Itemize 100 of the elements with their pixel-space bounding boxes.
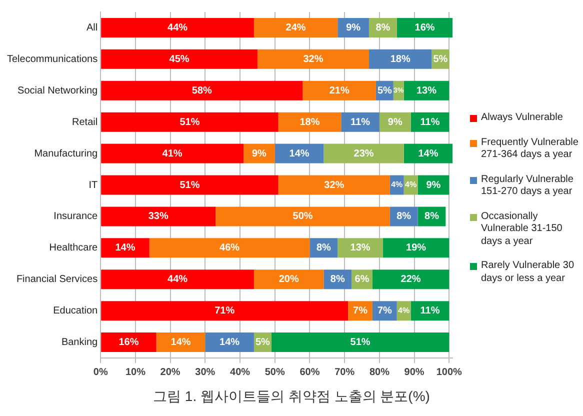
data-label: 11% [350,116,370,128]
bar [278,112,342,132]
legend-label: Frequently Vulnerable 271-364 days a year [481,136,580,162]
data-label: 11% [420,306,440,317]
data-label: 44% [168,22,188,34]
data-label: 14% [418,148,438,160]
bar [149,238,310,258]
x-tick-label: 40% [230,366,250,378]
bar [101,144,244,164]
data-label: 8% [424,211,440,222]
x-tick-label: 10% [125,366,146,378]
bar [205,332,254,352]
data-label: 16% [414,22,435,34]
data-label: 20% [278,274,299,286]
bar [341,112,380,132]
y-tick-label: Social Networking [18,85,98,96]
data-label: 9% [346,22,361,34]
data-label: 45% [169,54,190,65]
x-tick-label: 100% [436,366,462,378]
data-label: 33% [148,211,168,222]
data-label: 7% [353,306,368,317]
bar [101,49,258,69]
bar [101,112,278,132]
data-label: 46% [220,242,240,254]
y-tick-label: Banking [61,337,98,348]
y-tick-label: Financial Services [16,274,98,286]
data-label: 58% [192,85,212,96]
data-label: 11% [420,116,440,128]
bar [338,238,383,258]
legend-label: Occasionally Vulnerable 31-150 days a year [481,210,564,248]
bar [404,144,453,164]
data-label: 9% [426,180,441,191]
data-label: 7% [377,306,392,317]
data-label: 5% [377,85,392,96]
bar [156,332,206,352]
bar [216,206,390,226]
bar [101,206,216,226]
data-label: 9% [252,148,267,160]
legend-label: Always Vulnerable [481,112,563,124]
bar [101,270,254,290]
bar [368,49,432,69]
data-label: 16% [118,337,139,348]
data-label: 21% [329,85,350,96]
data-label: 44% [168,274,188,286]
bar [404,80,450,100]
bar [274,144,324,164]
data-label: 22% [400,274,421,286]
bar [101,175,278,195]
data-label: 24% [286,22,306,34]
x-tick-label: 30% [195,366,216,378]
x-tick-label: 70% [334,366,355,378]
data-label: 9% [388,116,402,128]
x-tick-label: 90% [404,366,424,378]
data-label: 23% [354,148,374,160]
data-label: 51% [180,180,200,191]
y-tick-label: Manufacturing [34,148,98,160]
y-tick-label: IT [88,180,98,191]
data-label: 41% [162,148,182,160]
y-tick-label: Telecommunications [6,54,98,65]
data-label: 19% [406,242,426,254]
data-label: 14% [115,242,136,254]
data-label: 71% [214,306,235,317]
y-tick-label: All [86,22,98,34]
y-tick-label: Insurance [54,211,98,222]
data-label: 14% [289,148,310,160]
bar [101,332,156,352]
bar [101,238,150,258]
data-label: 14% [170,337,191,348]
data-label: 14% [220,337,240,348]
data-label: 8% [330,274,345,286]
y-tick-label: Education [53,306,98,317]
data-label: 4% [405,180,417,190]
bar [324,144,404,164]
bar [271,332,450,352]
legend-label: Regularly Vulnerable 151-270 days a year [481,174,574,198]
bar [257,49,369,69]
x-tick-label: 50% [264,366,285,378]
x-tick-label: 60% [300,366,320,378]
data-label: 51% [350,337,370,348]
bar [396,18,453,38]
bar [101,301,348,321]
x-tick-label: 0% [93,366,108,378]
bar [254,18,338,38]
data-label: 8% [376,22,390,34]
data-label: 4% [398,306,410,316]
bar [382,238,450,258]
data-label: 18% [300,116,320,128]
bar [101,80,303,100]
data-label: 8% [316,242,332,254]
y-tick-label: Healthcare [49,242,98,254]
data-label: 5% [433,54,448,65]
bar [372,270,450,290]
data-label: 32% [324,180,344,191]
data-label: 8% [396,211,412,222]
data-label: 32% [303,54,324,65]
data-label: 51% [180,116,200,128]
y-tick-label: Retail [72,116,98,128]
bar [418,175,450,195]
data-label: 13% [416,85,437,96]
data-label: 4% [391,180,403,190]
